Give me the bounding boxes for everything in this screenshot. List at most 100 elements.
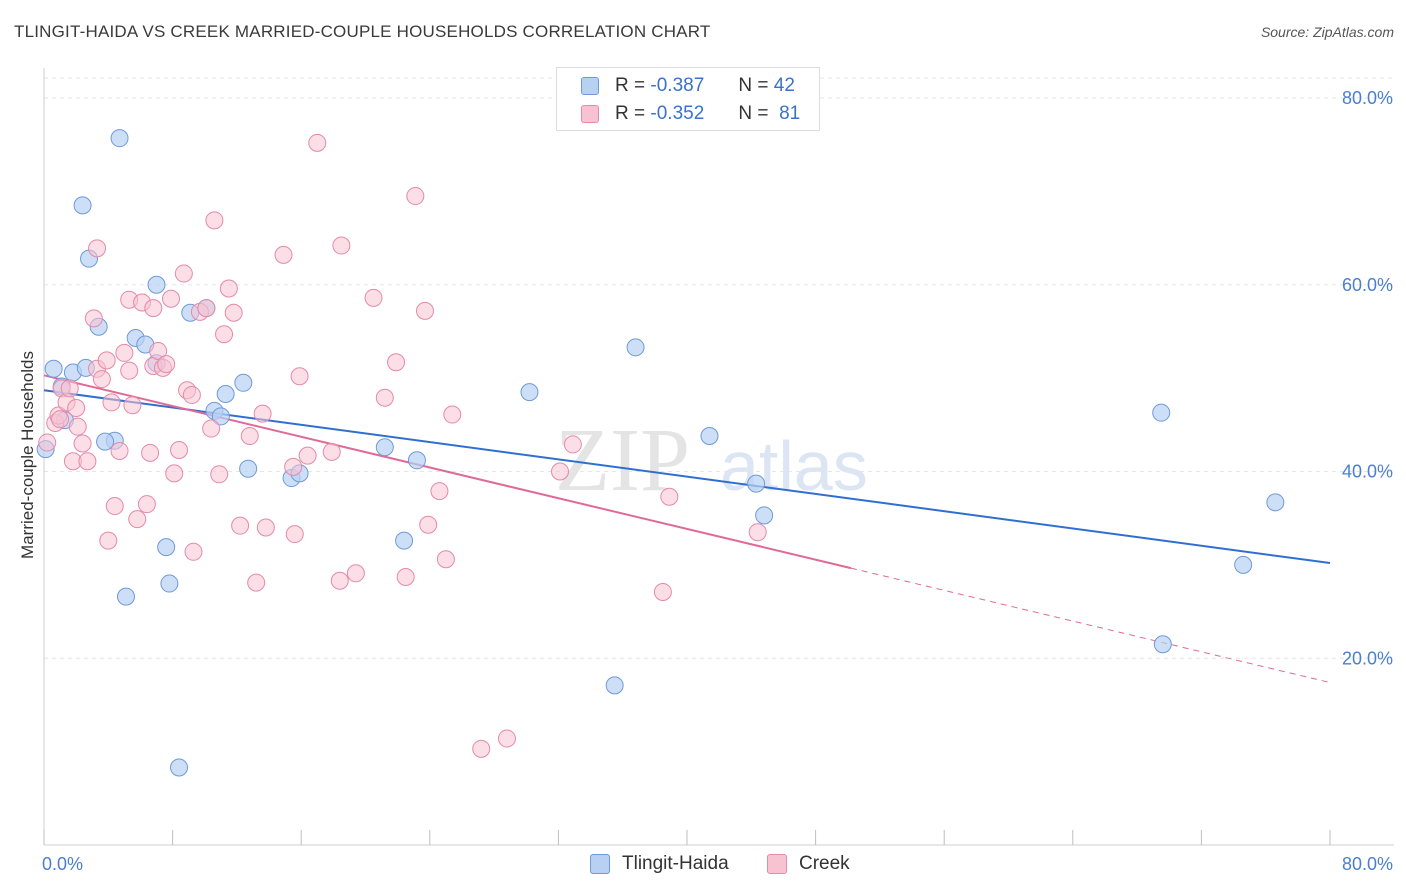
- legend-r-value: -0.387: [650, 75, 705, 96]
- creek-point: [115, 343, 134, 362]
- creek-point: [51, 410, 70, 429]
- tlingit-haida-point: [626, 338, 645, 357]
- creek-point: [78, 452, 97, 471]
- tlingit-haida-point: [96, 432, 115, 451]
- creek-point: [92, 370, 111, 389]
- tlingit-haida-point: [170, 758, 189, 777]
- legend-r-value: -0.352: [650, 103, 705, 124]
- creek-point: [182, 385, 201, 404]
- creek-point: [210, 465, 229, 484]
- creek-point: [110, 441, 129, 460]
- legend-n-label: N =: [738, 75, 769, 96]
- creek-point: [322, 442, 341, 461]
- tick-labels: 20.0% 40.0% 60.0% 80.0% 0.0% 80.0%: [42, 88, 1393, 874]
- creek-point: [346, 564, 365, 583]
- creek-point: [205, 211, 224, 230]
- creek-trend-line-extension: [850, 567, 1331, 684]
- creek-point: [174, 264, 193, 283]
- creek-point: [406, 187, 425, 206]
- tlingit-haida-point: [605, 676, 624, 695]
- creek-point: [274, 245, 293, 264]
- creek-points: [38, 133, 767, 758]
- tlingit-haida-point: [1234, 555, 1253, 574]
- creek-point: [224, 303, 243, 322]
- correlation-legend: R = -0.387 N = 42 R = -0.352 N = 81: [556, 67, 820, 131]
- chart-title: TLINGIT-HAIDA VS CREEK MARRIED-COUPLE HO…: [14, 22, 711, 41]
- bottom-legend-label: Tlingit-Haida: [622, 853, 729, 874]
- tlingit-haida-point: [73, 196, 92, 215]
- creek-point: [144, 299, 163, 318]
- creek-point: [497, 729, 516, 748]
- creek-point: [60, 379, 79, 398]
- creek-point: [748, 523, 767, 542]
- creek-point: [165, 464, 184, 483]
- axes: [43, 68, 1394, 846]
- creek-point: [161, 289, 180, 308]
- bottom-legend-label: Creek: [799, 853, 850, 874]
- creek-point: [240, 427, 259, 446]
- creek-point: [219, 279, 238, 298]
- tlingit-haida-point: [216, 385, 235, 404]
- tlingit-haida-point: [116, 587, 135, 606]
- watermark-atlas: atlas: [720, 427, 868, 505]
- legend-r-label: R =: [615, 103, 646, 124]
- creek-point: [563, 435, 582, 454]
- creek-point: [375, 388, 394, 407]
- creek-point: [73, 434, 92, 453]
- tlingit-haida-point: [520, 383, 539, 402]
- legend-row-tlingit-haida: R = -0.387 N = 42: [581, 73, 795, 99]
- tlingit-haida-point: [1153, 635, 1172, 654]
- tlingit-haida-point: [1266, 493, 1285, 512]
- creek-point: [653, 582, 672, 601]
- creek-point: [364, 288, 383, 307]
- tlingit-haida-point: [147, 275, 166, 294]
- bottom-legend-tlingit-haida: Tlingit-Haida: [590, 851, 729, 877]
- tlingit-haida-point: [157, 538, 176, 557]
- creek-point: [137, 495, 156, 514]
- creek-point: [290, 367, 309, 386]
- creek-point: [105, 497, 124, 516]
- creek-point: [99, 531, 118, 550]
- creek-point: [68, 417, 87, 436]
- creek-point: [330, 571, 349, 590]
- y-tick-label: 60.0%: [1342, 275, 1393, 295]
- creek-point: [170, 441, 189, 460]
- creek-point: [38, 433, 57, 452]
- creek-point: [436, 550, 455, 569]
- creek-point: [660, 487, 679, 506]
- tlingit-haida-point: [395, 531, 414, 550]
- tlingit-haida-point: [407, 451, 426, 470]
- y-tick-label: 80.0%: [1342, 88, 1393, 108]
- creek-point: [231, 516, 250, 535]
- x-tick-label: 80.0%: [1342, 854, 1393, 874]
- tlingit-haida-point: [110, 129, 129, 148]
- tlingit-haida-point: [1152, 403, 1171, 422]
- creek-point: [443, 405, 462, 424]
- watermark: ZIP atlas: [555, 411, 868, 510]
- y-tick-label: 20.0%: [1342, 648, 1393, 668]
- y-tick-label: 40.0%: [1342, 462, 1393, 482]
- x-tick-label: 0.0%: [42, 854, 83, 874]
- creek-point: [197, 299, 216, 318]
- creek-point: [88, 239, 107, 258]
- creek-point: [285, 525, 304, 544]
- tlingit-haida-point: [755, 506, 774, 525]
- creek-point: [308, 133, 327, 152]
- tlingit-haida-point: [211, 407, 230, 426]
- legend-row-creek: R = -0.352 N = 81: [581, 101, 800, 127]
- creek-point: [430, 482, 449, 501]
- creek-point: [120, 361, 139, 380]
- creek-point: [141, 443, 160, 462]
- legend-n-value: 81: [779, 103, 801, 124]
- creek-point: [149, 342, 168, 361]
- tlingit-haida-point: [234, 373, 253, 392]
- bottom-legend-creek: Creek: [767, 851, 850, 877]
- creek-point: [84, 309, 103, 328]
- bottom-legend-swatch-pink: [767, 854, 787, 874]
- bottom-legend-swatch-blue: [590, 854, 610, 874]
- creek-point: [387, 353, 406, 372]
- creek-point: [419, 515, 438, 534]
- tlingit-haida-point: [239, 459, 258, 478]
- creek-point: [256, 518, 275, 537]
